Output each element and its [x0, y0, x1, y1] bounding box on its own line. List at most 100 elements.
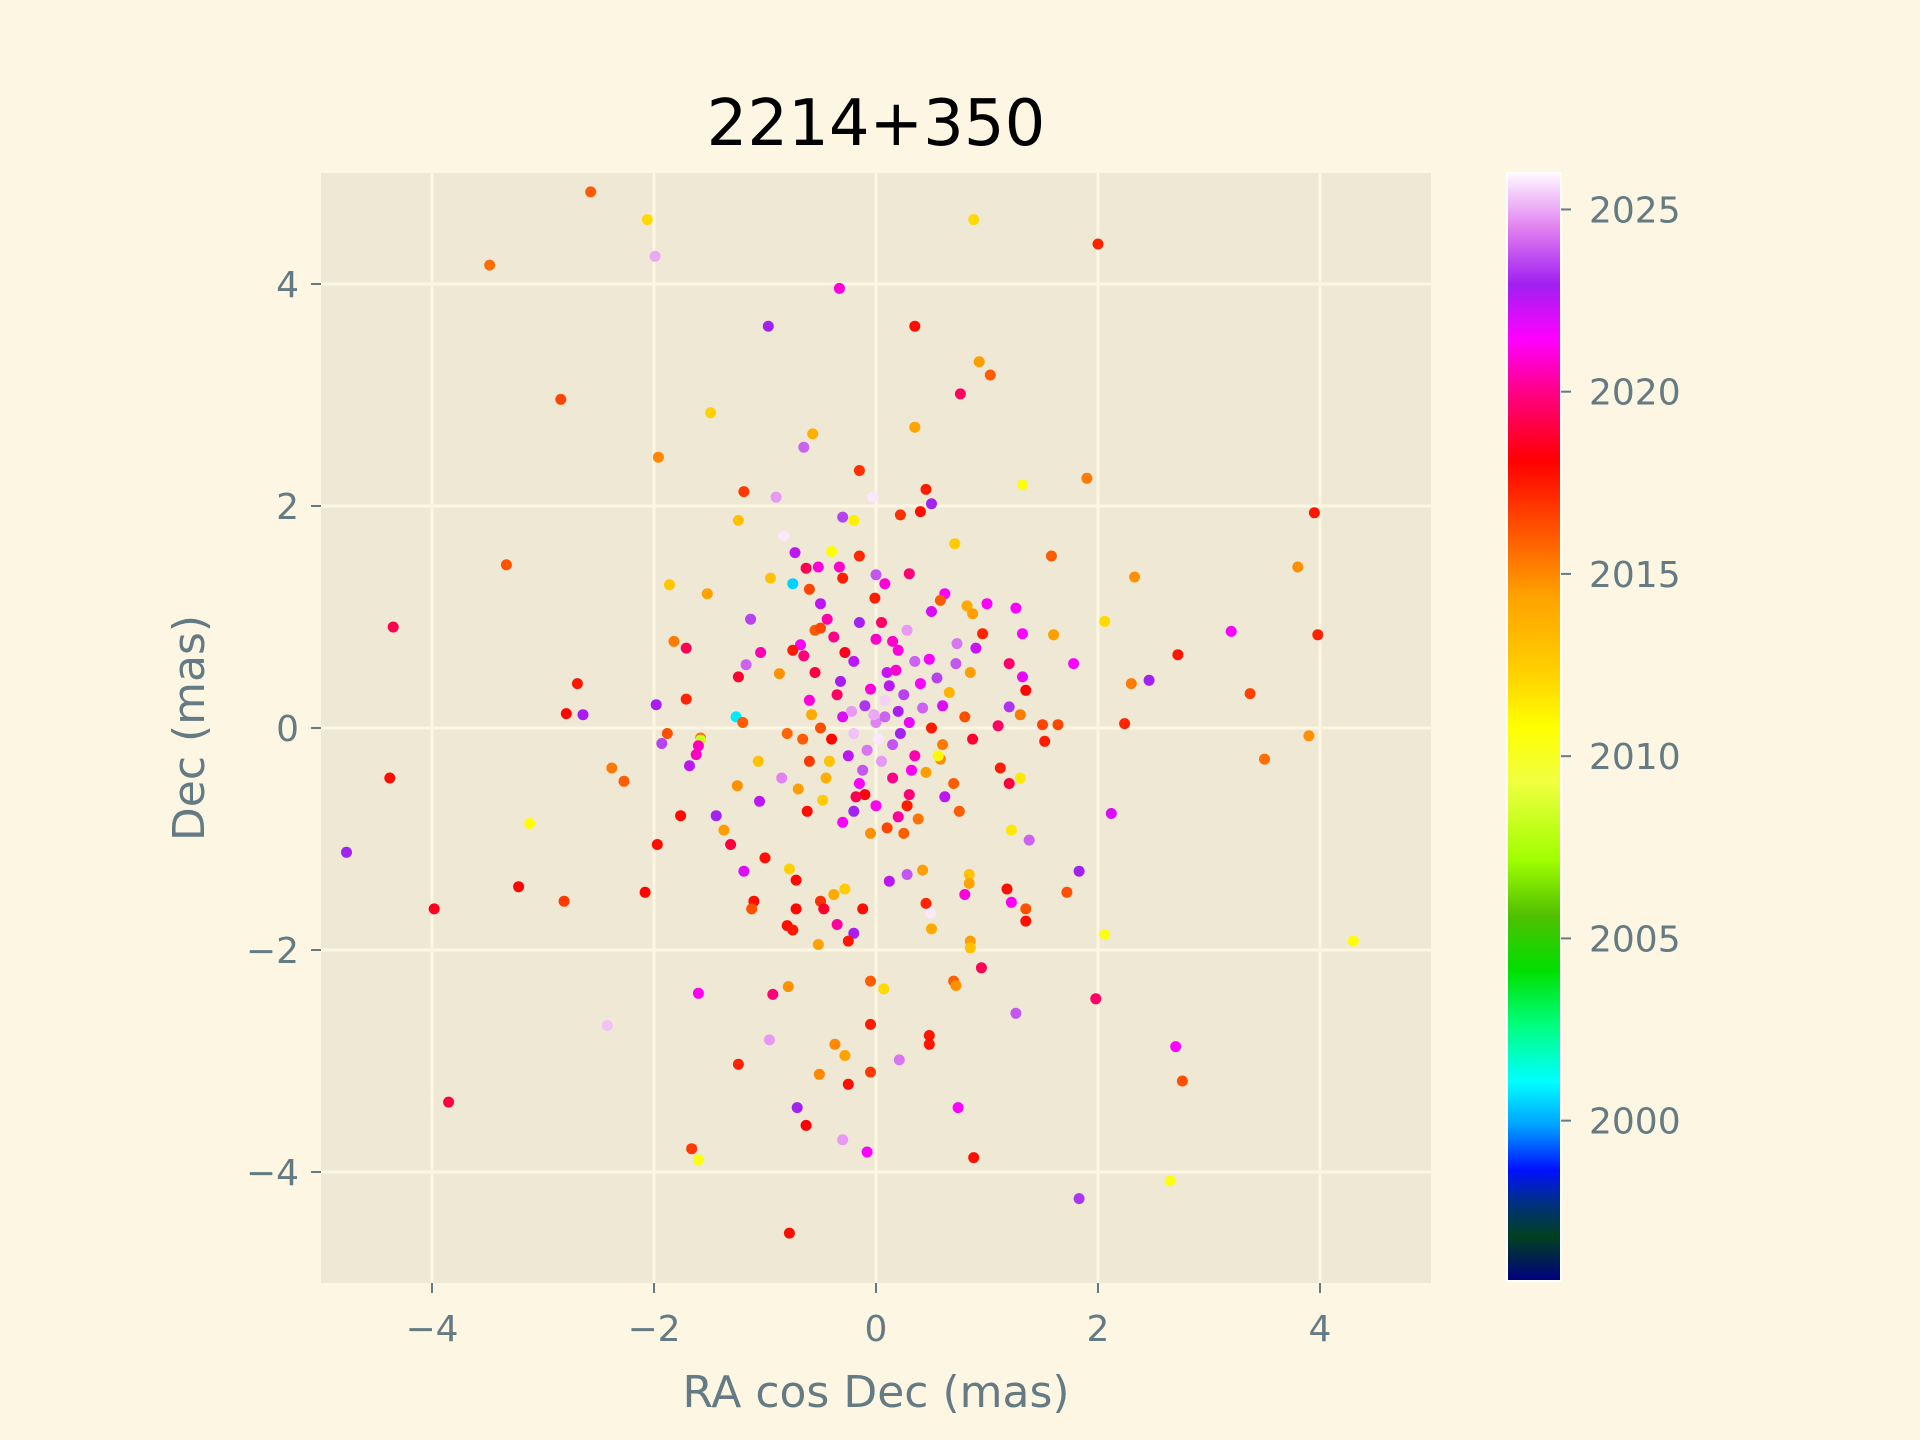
- data-point: [807, 428, 819, 440]
- data-point: [963, 877, 975, 889]
- data-points: [341, 186, 1359, 1239]
- data-point: [803, 583, 815, 595]
- data-point: [443, 1096, 455, 1108]
- data-point: [892, 705, 904, 717]
- data-point: [1170, 1041, 1182, 1053]
- data-point: [652, 451, 664, 463]
- data-point: [967, 733, 979, 745]
- data-point: [926, 606, 937, 617]
- data-point: [1073, 1193, 1085, 1205]
- data-point: [959, 889, 971, 900]
- data-point: [867, 491, 879, 503]
- x-axis-label: RA cos Dec (mas): [682, 1367, 1069, 1418]
- data-point: [1003, 658, 1015, 670]
- data-point: [1172, 649, 1184, 661]
- data-point: [833, 282, 845, 294]
- data-point: [857, 764, 869, 776]
- data-point: [1020, 684, 1032, 696]
- data-point: [879, 578, 891, 590]
- data-point: [806, 709, 818, 721]
- data-point: [618, 775, 630, 787]
- data-point: [686, 1143, 698, 1155]
- data-point: [1090, 993, 1102, 1005]
- data-point: [500, 559, 512, 571]
- data-point: [812, 561, 824, 573]
- data-point: [1003, 778, 1015, 789]
- data-point: [692, 1154, 704, 1166]
- data-point: [906, 764, 917, 776]
- data-point: [1073, 865, 1085, 877]
- data-point: [826, 733, 838, 745]
- data-point: [428, 903, 440, 915]
- data-point: [601, 1020, 613, 1031]
- data-point: [752, 755, 764, 767]
- data-point: [926, 923, 937, 935]
- y-axis-label: Dec (mas): [164, 615, 215, 841]
- data-point: [823, 755, 835, 767]
- x-tick-label: −4: [405, 1309, 458, 1350]
- y-tick-label: 2: [276, 487, 299, 528]
- data-point: [939, 791, 951, 803]
- data-point: [754, 795, 765, 807]
- data-point: [815, 622, 826, 634]
- data-point: [853, 617, 865, 628]
- data-point: [797, 733, 809, 745]
- data-point: [387, 621, 399, 633]
- data-point: [792, 783, 804, 795]
- data-point: [762, 320, 774, 332]
- data-point: [778, 530, 790, 542]
- data-point: [701, 588, 713, 600]
- data-point: [791, 1102, 803, 1114]
- data-point: [903, 789, 915, 801]
- data-point: [1125, 678, 1137, 690]
- x-tick-label: 0: [865, 1309, 888, 1350]
- data-point: [1020, 915, 1032, 927]
- data-point: [909, 320, 921, 332]
- data-point: [1099, 929, 1111, 940]
- data-point: [1068, 658, 1080, 670]
- data-point: [789, 547, 801, 559]
- data-point: [776, 772, 788, 784]
- data-point: [650, 699, 662, 711]
- data-point: [732, 1058, 744, 1070]
- data-point: [835, 675, 846, 687]
- data-point: [1017, 479, 1028, 491]
- data-point: [765, 572, 776, 584]
- data-point: [1005, 824, 1017, 836]
- data-point: [975, 962, 987, 974]
- data-point: [675, 810, 687, 822]
- y-tick-label: 4: [276, 265, 299, 306]
- data-point: [859, 789, 871, 801]
- data-point: [837, 711, 849, 723]
- data-point: [513, 881, 525, 893]
- data-point: [865, 975, 876, 987]
- colorbar-tick-label: 2000: [1589, 1102, 1681, 1143]
- y-tick-label: −4: [246, 1153, 299, 1194]
- data-point: [872, 733, 884, 745]
- data-point: [977, 628, 989, 640]
- data-point: [949, 538, 961, 550]
- data-point: [842, 750, 854, 762]
- data-point: [817, 794, 829, 806]
- data-point: [606, 762, 618, 774]
- data-point: [903, 568, 915, 580]
- data-point: [732, 514, 744, 526]
- data-point: [560, 708, 572, 720]
- data-point: [763, 1034, 775, 1046]
- data-point: [926, 498, 937, 510]
- colorbar-ticks: 2000 2005 2010 2015 2020 2025: [1561, 190, 1681, 1143]
- data-point: [954, 388, 966, 400]
- data-point: [876, 755, 887, 767]
- data-point: [484, 259, 496, 271]
- data-point: [1014, 709, 1026, 721]
- data-point: [961, 600, 973, 612]
- data-point: [883, 680, 895, 692]
- colorbar-gradient: [1506, 172, 1562, 1282]
- colorbar-tick-label: 2025: [1589, 190, 1681, 231]
- data-point: [1048, 629, 1060, 641]
- data-point: [384, 772, 396, 784]
- data-point: [898, 689, 910, 701]
- data-point: [1061, 886, 1073, 898]
- data-point: [737, 717, 749, 728]
- colorbar-tick-label: 2010: [1589, 737, 1681, 778]
